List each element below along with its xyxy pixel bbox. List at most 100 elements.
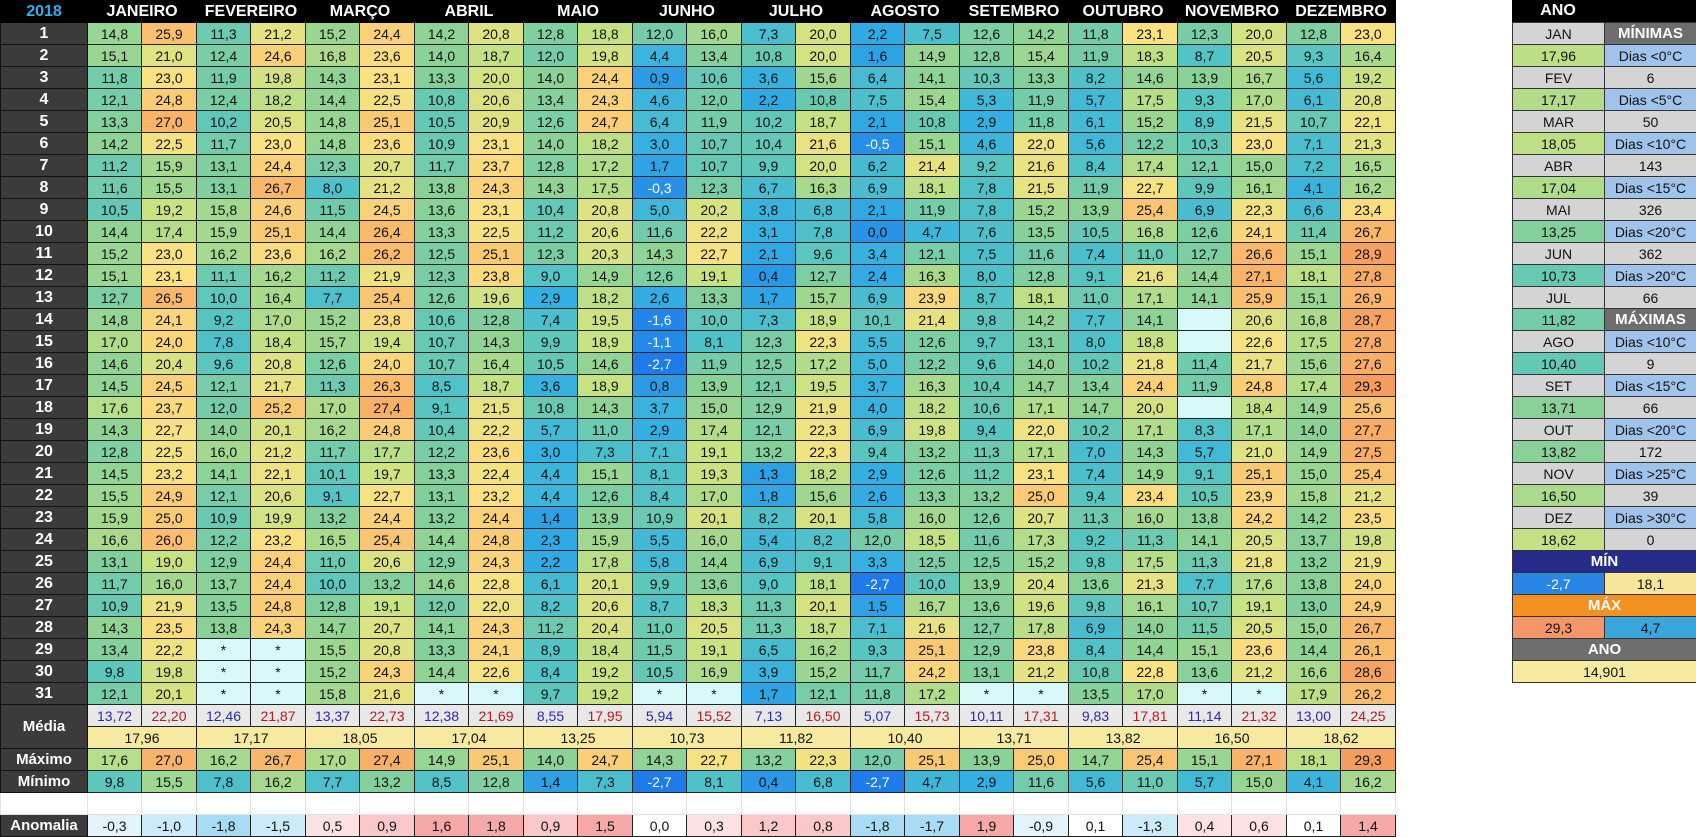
temp-cell[interactable]: 12,6 xyxy=(904,462,960,485)
summary-left-cell[interactable]: 17,96 xyxy=(1512,44,1605,67)
temp-cell[interactable]: 11,3 xyxy=(1122,528,1178,551)
temp-cell[interactable]: 8,4 xyxy=(1068,638,1123,661)
temp-cell[interactable]: 3,6 xyxy=(741,66,796,89)
temp-cell[interactable]: 14,1 xyxy=(1122,308,1178,331)
temp-cell[interactable]: 12,0 xyxy=(196,396,251,419)
temp-cell[interactable]: 1,7 xyxy=(741,286,796,309)
anomalia-cell[interactable]: 0,8 xyxy=(795,814,851,837)
temp-cell[interactable]: 24,8 xyxy=(250,594,306,617)
temp-cell[interactable]: 20,4 xyxy=(141,352,197,375)
anomalia-cell[interactable]: -1,8 xyxy=(850,814,905,837)
temp-cell[interactable]: 15,1 xyxy=(87,44,142,67)
temp-cell[interactable]: 20,1 xyxy=(686,506,742,529)
temp-cell[interactable]: 10,5 xyxy=(1177,484,1232,507)
temp-cell[interactable]: 24,9 xyxy=(1340,594,1396,617)
media-min-cell[interactable]: 10,11 xyxy=(959,704,1014,727)
temp-cell[interactable]: 3,6 xyxy=(523,374,578,397)
temp-cell[interactable]: * xyxy=(250,638,306,661)
temp-cell[interactable]: 15,5 xyxy=(87,484,142,507)
temp-cell[interactable]: 14,3 xyxy=(632,242,687,265)
media-avg-cell[interactable]: 16,50 xyxy=(1177,726,1287,749)
temp-cell[interactable]: 24,4 xyxy=(468,506,524,529)
empty-cell[interactable] xyxy=(1286,792,1341,815)
temp-cell[interactable]: 10,1 xyxy=(305,462,360,485)
temp-cell[interactable]: 26,7 xyxy=(250,176,306,199)
temp-cell[interactable]: 21,2 xyxy=(1013,660,1069,683)
temp-cell[interactable]: 22,2 xyxy=(686,220,742,243)
temp-cell[interactable]: 11,0 xyxy=(305,550,360,573)
temp-cell[interactable]: 23,9 xyxy=(904,286,960,309)
temp-cell[interactable]: 19,5 xyxy=(795,374,851,397)
temp-cell[interactable]: 1,4 xyxy=(523,506,578,529)
temp-cell[interactable]: 12,0 xyxy=(523,44,578,67)
temp-cell[interactable]: 25,1 xyxy=(1231,462,1287,485)
media-min-cell[interactable]: 7,13 xyxy=(741,704,796,727)
temp-cell[interactable]: 13,1 xyxy=(87,550,142,573)
summary-left-cell[interactable]: 17,17 xyxy=(1512,88,1605,111)
temp-cell[interactable]: 14,0 xyxy=(196,418,251,441)
temp-cell[interactable]: 14,7 xyxy=(305,616,360,639)
month-header[interactable]: NOVEMBRO xyxy=(1177,0,1287,23)
temp-cell[interactable]: 15,2 xyxy=(1013,198,1069,221)
temp-cell[interactable]: 24,1 xyxy=(1231,220,1287,243)
temp-cell[interactable]: 12,5 xyxy=(904,550,960,573)
temp-cell[interactable]: 9,2 xyxy=(959,154,1014,177)
day-number[interactable]: 27 xyxy=(0,594,88,617)
temp-cell[interactable]: 9,8 xyxy=(959,308,1014,331)
maximo-cell[interactable]: 26,7 xyxy=(250,748,306,771)
temp-cell[interactable]: 10,9 xyxy=(414,132,469,155)
temp-cell[interactable]: 27,1 xyxy=(1231,264,1287,287)
temp-cell[interactable]: 15,1 xyxy=(1286,286,1341,309)
temp-cell[interactable]: 14,2 xyxy=(414,22,469,45)
temp-cell[interactable]: 21,6 xyxy=(1122,264,1178,287)
temp-cell[interactable]: 11,3 xyxy=(196,22,251,45)
temp-cell[interactable]: 12,5 xyxy=(959,550,1014,573)
empty-cell[interactable] xyxy=(1068,792,1123,815)
temp-cell[interactable]: 12,0 xyxy=(414,594,469,617)
temp-cell[interactable]: 4,1 xyxy=(1286,176,1341,199)
temp-cell[interactable]: 14,1 xyxy=(414,616,469,639)
media-avg-cell[interactable]: 11,82 xyxy=(741,726,851,749)
maximo-label[interactable]: Máximo xyxy=(0,748,88,771)
temp-cell[interactable]: 10,0 xyxy=(904,572,960,595)
temp-cell[interactable]: 10,0 xyxy=(305,572,360,595)
temp-cell[interactable]: 20,6 xyxy=(359,550,415,573)
temp-cell[interactable]: 21,6 xyxy=(359,682,415,705)
temp-cell[interactable]: 18,1 xyxy=(904,176,960,199)
temp-cell[interactable]: 9,6 xyxy=(795,242,851,265)
anomalia-cell[interactable]: -1,3 xyxy=(1122,814,1178,837)
temp-cell[interactable]: 8,3 xyxy=(1177,418,1232,441)
empty-cell[interactable] xyxy=(904,792,960,815)
temp-cell[interactable]: 16,3 xyxy=(904,264,960,287)
temp-cell[interactable]: 20,4 xyxy=(1013,572,1069,595)
temp-cell[interactable]: 26,3 xyxy=(359,374,415,397)
temp-cell[interactable]: 10,0 xyxy=(196,286,251,309)
temp-cell[interactable]: 10,8 xyxy=(795,88,851,111)
day-number[interactable]: 24 xyxy=(0,528,88,551)
temp-cell[interactable]: 14,6 xyxy=(577,352,633,375)
day-number[interactable]: 29 xyxy=(0,638,88,661)
summary-left-cell[interactable]: 17,04 xyxy=(1512,176,1605,199)
media-min-cell[interactable]: 12,46 xyxy=(196,704,251,727)
temp-cell[interactable]: 19,8 xyxy=(250,66,306,89)
temp-cell[interactable]: 10,1 xyxy=(850,308,905,331)
temp-cell[interactable]: 14,1 xyxy=(904,66,960,89)
temp-cell[interactable]: 14,0 xyxy=(1013,352,1069,375)
temp-cell[interactable]: 23,6 xyxy=(1231,638,1287,661)
temp-cell[interactable]: 28,9 xyxy=(1340,242,1396,265)
temp-cell[interactable]: 8,9 xyxy=(1177,110,1232,133)
temp-cell[interactable]: 13,5 xyxy=(196,594,251,617)
temp-cell[interactable]: 23,1 xyxy=(141,264,197,287)
temp-cell[interactable]: 11,9 xyxy=(1068,176,1123,199)
temp-cell[interactable]: 10,7 xyxy=(414,330,469,353)
temp-cell[interactable]: 9,1 xyxy=(1177,462,1232,485)
temp-cell[interactable]: 1,7 xyxy=(741,682,796,705)
temp-cell[interactable]: * xyxy=(959,682,1014,705)
temp-cell[interactable]: 14,1 xyxy=(196,462,251,485)
minimo-cell[interactable]: 1,4 xyxy=(523,770,578,793)
temp-cell[interactable]: 21,4 xyxy=(904,154,960,177)
temp-cell[interactable]: 24,3 xyxy=(468,176,524,199)
summary-days-label[interactable]: Dias <20°C xyxy=(1604,220,1696,243)
temp-cell[interactable]: 14,7 xyxy=(1013,374,1069,397)
month-header[interactable]: MAIO xyxy=(523,0,633,23)
